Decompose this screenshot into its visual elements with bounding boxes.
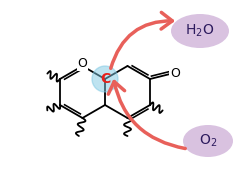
Circle shape (92, 66, 117, 92)
Text: H$_2$O: H$_2$O (185, 23, 214, 39)
Ellipse shape (170, 14, 228, 48)
Text: C: C (100, 72, 110, 86)
Ellipse shape (182, 125, 232, 157)
Text: O: O (169, 67, 179, 81)
Text: O: O (77, 57, 87, 70)
FancyArrowPatch shape (110, 12, 172, 68)
Text: O$_2$: O$_2$ (198, 133, 216, 149)
FancyArrowPatch shape (108, 81, 184, 149)
